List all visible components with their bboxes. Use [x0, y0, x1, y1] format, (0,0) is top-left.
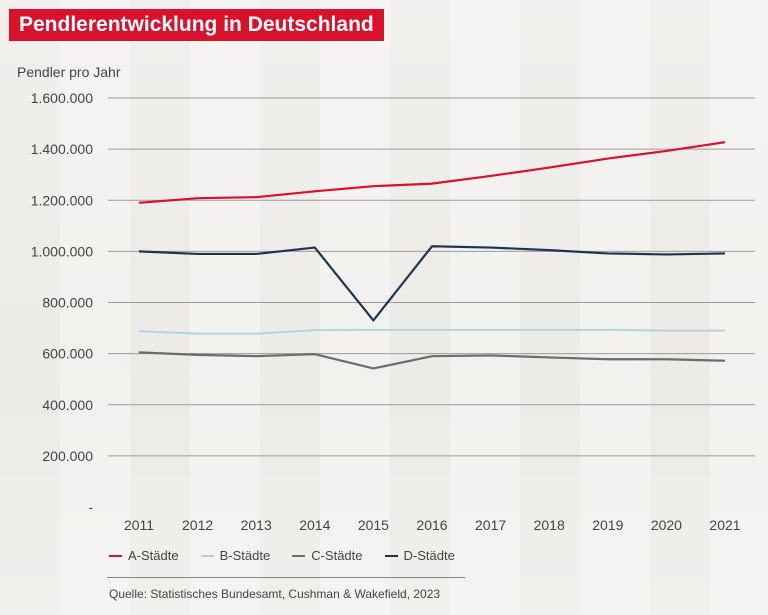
y-tick-label: 600.000: [42, 346, 93, 362]
legend-item-d: D-Städte: [384, 548, 455, 563]
series-line-C-Städte: [138, 351, 726, 370]
x-tick-label: 2018: [534, 517, 565, 533]
x-tick-label: 2019: [592, 517, 623, 533]
x-tick-label: 2017: [475, 517, 506, 533]
legend-label-c: C-Städte: [311, 548, 363, 563]
y-tick-label: -: [88, 499, 93, 515]
y-tick-label: 1.000.000: [31, 243, 93, 259]
x-tick-label: 2021: [709, 517, 740, 533]
legend-item-b: B-Städte: [200, 548, 271, 563]
legend-item-c: C-Städte: [292, 548, 363, 563]
y-tick-label: 1.200.000: [31, 192, 93, 208]
series-line-A-Städte: [138, 141, 726, 204]
legend-label-a: A-Städte: [128, 548, 179, 563]
source-note: Quelle: Statistisches Bundesamt, Cushman…: [109, 587, 441, 601]
y-tick-labels: - 200.000 400.000 600.000 800.000 1.000.000 1.…: [31, 90, 94, 515]
series-line-B-Städte: [138, 328, 725, 335]
x-tick-label: 2012: [182, 517, 213, 533]
x-tick-label: 2020: [651, 517, 682, 533]
series-line-D-Städte: [138, 245, 726, 322]
y-tick-label: 1.400.000: [31, 141, 93, 157]
x-tick-label: 2014: [299, 517, 330, 533]
x-tick-label: 2013: [241, 517, 272, 533]
legend-item-a: A-Städte: [109, 548, 179, 563]
legend-label-b: B-Städte: [219, 548, 271, 563]
y-tick-label: 800.000: [42, 295, 93, 311]
x-tick-label: 2011: [124, 517, 154, 533]
grid-lines: [108, 97, 755, 457]
y-tick-label: 400.000: [42, 397, 93, 413]
source-divider: [107, 577, 465, 578]
y-tick-label: 1.600.000: [31, 90, 93, 106]
chart-title: Pendlerentwicklung in Deutschland: [9, 9, 384, 41]
series-lines: [138, 141, 726, 370]
legend-swatch-a: [109, 554, 122, 557]
y-axis-label: Pendler pro Jahr: [17, 64, 121, 80]
legend-swatch-b: [200, 554, 214, 557]
legend-swatch-c: [292, 554, 306, 557]
x-tick-labels: 2011 2012 2013 2014 2015 2016 2017 2018 2019 2020…: [124, 517, 741, 533]
y-tick-label: 200.000: [42, 448, 93, 464]
x-tick-label: 2016: [416, 517, 447, 533]
legend: A-Städte B-Städte C-Städte D-Städte: [109, 548, 455, 563]
legend-label-d: D-Städte: [403, 548, 455, 563]
x-tick-label: 2015: [358, 517, 389, 533]
legend-swatch-d: [384, 554, 398, 557]
